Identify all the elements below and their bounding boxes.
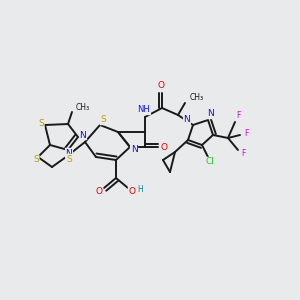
Text: NH: NH [138,106,150,115]
Text: N: N [207,110,213,118]
Text: O: O [128,187,136,196]
Text: N: N [66,148,72,158]
Text: S: S [33,155,39,164]
Text: F: F [241,148,245,158]
Text: S: S [38,118,44,127]
Text: O: O [160,142,167,152]
Text: S: S [100,116,106,124]
Text: O: O [95,187,103,196]
Text: H: H [137,184,143,194]
Text: CH₃: CH₃ [190,94,204,103]
Text: N: N [130,146,137,154]
Text: N: N [184,116,190,124]
Text: S: S [66,154,72,164]
Text: CH₃: CH₃ [76,103,90,112]
Text: Cl: Cl [206,158,214,166]
Text: F: F [236,112,240,121]
Text: O: O [158,80,164,89]
Text: F: F [244,130,248,139]
Text: N: N [80,130,86,140]
